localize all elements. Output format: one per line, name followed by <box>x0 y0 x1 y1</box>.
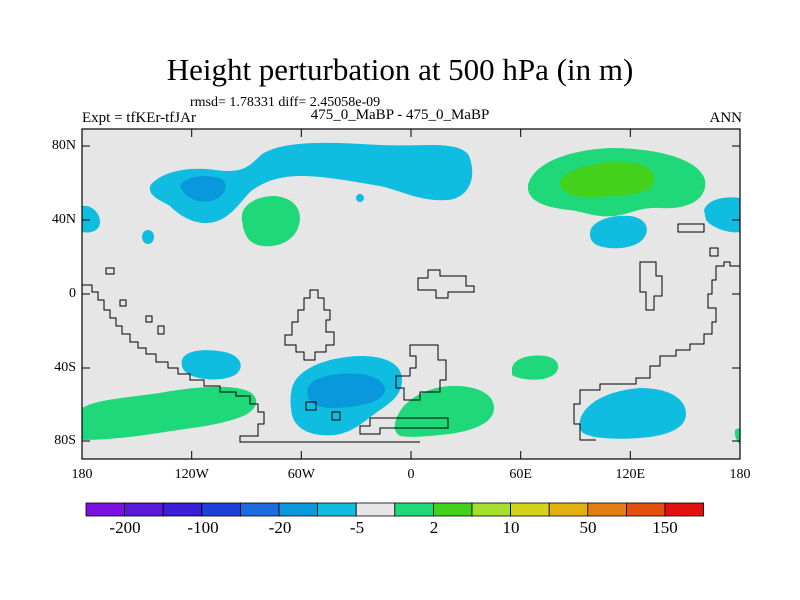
lat-label-40s: 40S <box>54 360 76 375</box>
colorbar-box <box>85 502 125 517</box>
lon-label-0: 0 <box>407 467 415 482</box>
lon-label-120e: 120E <box>615 467 646 482</box>
lat-label-40n: 40N <box>51 212 76 227</box>
colorbar-box <box>471 502 511 517</box>
lon-label-120w: 120W <box>174 467 209 482</box>
colorbar-label: -5 <box>349 518 365 537</box>
coastline-west-continent <box>82 284 420 443</box>
season-label: ANN <box>709 110 743 126</box>
lon-label-180e: 180 <box>729 467 751 482</box>
negative-anomaly-dateline-west <box>82 205 100 233</box>
coastline-small-island <box>305 401 317 411</box>
contour-fields <box>82 142 740 444</box>
negative-anomaly-dateline-east <box>704 197 740 233</box>
coastline-mid-island <box>417 269 475 299</box>
coastline-small-island-2 <box>331 411 341 421</box>
lon-label-180w: 180 <box>71 467 93 482</box>
lon-label-60w: 60W <box>287 467 315 482</box>
negative-anomaly-south-pacific-small <box>181 350 241 380</box>
colorbar-box <box>124 502 164 517</box>
colorbar-box <box>548 502 589 517</box>
coastlines <box>82 223 740 443</box>
negative-anomaly-small-b <box>356 194 364 202</box>
negative-anomaly-north-pacific-band <box>149 142 473 224</box>
colorbar-box <box>510 502 550 517</box>
negative-anomaly-south-australia <box>579 388 686 439</box>
negative-anomaly-north-pacific-core <box>180 176 226 202</box>
lon-label-60e: 60E <box>509 467 532 482</box>
coastline-east-continent <box>573 261 740 441</box>
positive-anomaly-north-atlantic <box>241 196 300 247</box>
colorbar-box <box>239 502 280 517</box>
positive-anomaly-south-africa <box>394 385 494 437</box>
negative-anomaly-south-atlantic-core <box>307 373 385 408</box>
colorbar <box>85 502 704 517</box>
positive-anomaly-south-pacific-band <box>82 386 257 440</box>
coastline-south-africa-block <box>395 344 447 401</box>
colorbar-label: -20 <box>268 518 292 537</box>
lat-label-80n: 80N <box>51 138 76 153</box>
positive-anomaly-dateline-south <box>734 428 740 444</box>
colorbar-box <box>317 502 357 517</box>
colorbar-box <box>664 502 704 517</box>
colorbar-label: 10 <box>502 518 520 537</box>
colorbar-box <box>201 502 241 517</box>
colorbar-label: -100 <box>187 518 219 537</box>
coastline-south-strip <box>359 417 449 435</box>
rmsd-diff-stats: rmsd= 1.78331 diff= 2.45058e-09 <box>190 95 381 110</box>
colorbar-box <box>162 502 203 517</box>
lat-label-eq: 0 <box>69 286 76 301</box>
map-ticks <box>81 129 741 459</box>
negative-anomaly-east-asia <box>590 215 647 249</box>
case-label: 475_0_MaBP - 475_0_MaBP <box>310 107 490 123</box>
colorbar-box <box>432 502 473 517</box>
coastline-small-squares <box>105 267 165 335</box>
coastline-central-block <box>284 289 335 361</box>
experiment-label: Expt = tfKEr-tfJAr <box>82 110 196 126</box>
colorbar-box <box>394 502 434 517</box>
colorbar-label: -200 <box>109 518 141 537</box>
colorbar-label: 150 <box>652 518 678 537</box>
colorbar-label: 2 <box>429 518 439 537</box>
coastline-east-island-c <box>677 223 705 233</box>
colorbar-box <box>587 502 627 517</box>
map-title: Height perturbation at 500 hPa (in m) <box>166 52 634 87</box>
coastline-east-island-a <box>639 261 663 311</box>
lat-label-80s: 80S <box>54 433 76 448</box>
colorbar-box <box>355 502 396 517</box>
colorbar-box <box>626 502 666 517</box>
negative-anomaly-small-a <box>142 230 154 244</box>
coastline-east-island-b <box>709 247 719 257</box>
positive-anomaly-north-asia-core <box>559 161 655 198</box>
colorbar-box <box>278 502 318 517</box>
positive-anomaly-south-indian <box>512 355 559 380</box>
colorbar-label: 50 <box>579 518 597 537</box>
